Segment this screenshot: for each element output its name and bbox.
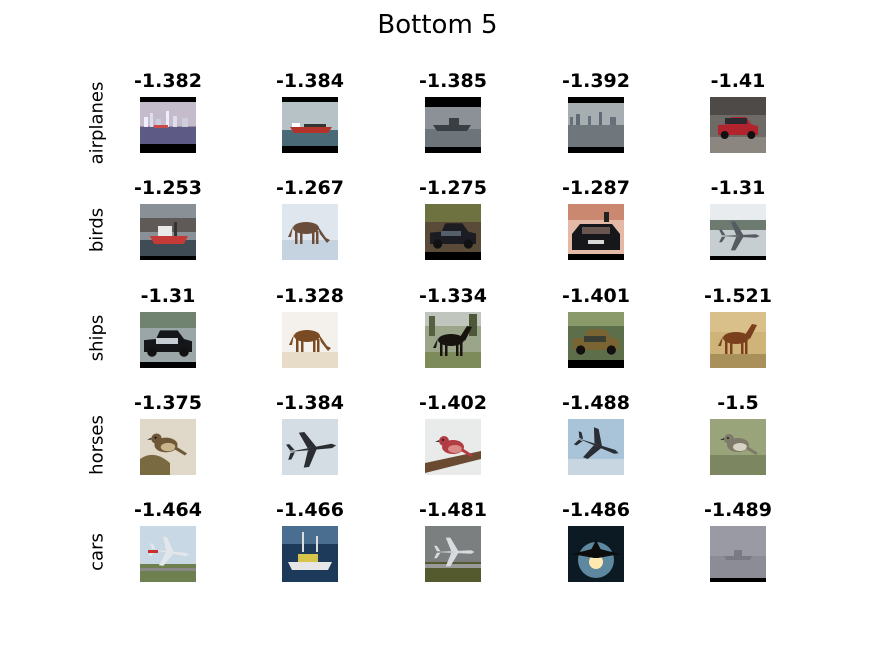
ship-in-fog-photo-icon xyxy=(710,526,766,582)
row-label-text: birds xyxy=(86,207,108,253)
score-label: -1.401 xyxy=(562,285,630,307)
score-label: -1.41 xyxy=(710,70,766,92)
score-label: -1.253 xyxy=(134,177,202,199)
dark-sedan-photo-icon xyxy=(425,204,481,260)
grazing-horse-photo-icon xyxy=(282,312,338,368)
score-label: -1.521 xyxy=(704,285,772,307)
grazing-horse-snow-photo-icon xyxy=(282,204,338,260)
score-label: -1.385 xyxy=(419,70,487,92)
perched-bird-photo-icon xyxy=(710,419,766,475)
red-car-photo-icon xyxy=(710,97,766,153)
score-label: -1.31 xyxy=(140,285,196,307)
fishing-boat-photo-icon xyxy=(282,526,338,582)
brown-car-photo-icon xyxy=(568,312,624,368)
score-label: -1.486 xyxy=(562,499,630,521)
fighter-jet-photo-icon xyxy=(568,526,624,582)
harbor-skyline-photo-icon xyxy=(568,97,624,153)
black-horse-photo-icon xyxy=(425,312,481,368)
gray-ship-photo-icon xyxy=(425,97,481,153)
score-label: -1.392 xyxy=(562,70,630,92)
brown-horse-photo-icon xyxy=(710,312,766,368)
seaplane-photo-icon xyxy=(710,204,766,260)
airliner-landing-photo-icon xyxy=(140,526,196,582)
row-label-text: cars xyxy=(86,533,108,571)
row-label-text: airplanes xyxy=(86,81,108,165)
score-label: -1.384 xyxy=(276,70,344,92)
plane-on-runway-photo-icon xyxy=(425,526,481,582)
plane-in-sky-photo-icon xyxy=(568,419,624,475)
wren-on-cactus-photo-icon xyxy=(140,419,196,475)
score-label: -1.31 xyxy=(710,177,766,199)
city-skyline-photo-icon xyxy=(140,97,196,153)
black-car-photo-icon xyxy=(140,312,196,368)
score-label: -1.489 xyxy=(704,499,772,521)
score-label: -1.382 xyxy=(134,70,202,92)
score-label: -1.328 xyxy=(276,285,344,307)
row-label-text: horses xyxy=(86,415,108,475)
score-label: -1.488 xyxy=(562,392,630,414)
score-label: -1.5 xyxy=(717,392,759,414)
score-label: -1.466 xyxy=(276,499,344,521)
score-label: -1.334 xyxy=(419,285,487,307)
row-label-text: ships xyxy=(86,314,108,362)
car-rear-photo-icon xyxy=(568,204,624,260)
score-label: -1.375 xyxy=(134,392,202,414)
score-label: -1.481 xyxy=(419,499,487,521)
tugboat-photo-icon xyxy=(140,204,196,260)
cargo-ship-photo-icon xyxy=(282,97,338,153)
chart-title: Bottom 5 xyxy=(377,10,498,40)
finch-on-branch-photo-icon xyxy=(425,419,481,475)
bomber-plane-photo-icon xyxy=(282,419,338,475)
score-label: -1.275 xyxy=(419,177,487,199)
score-label: -1.384 xyxy=(276,392,344,414)
score-label: -1.267 xyxy=(276,177,344,199)
score-label: -1.464 xyxy=(134,499,202,521)
score-label: -1.402 xyxy=(419,392,487,414)
score-label: -1.287 xyxy=(562,177,630,199)
